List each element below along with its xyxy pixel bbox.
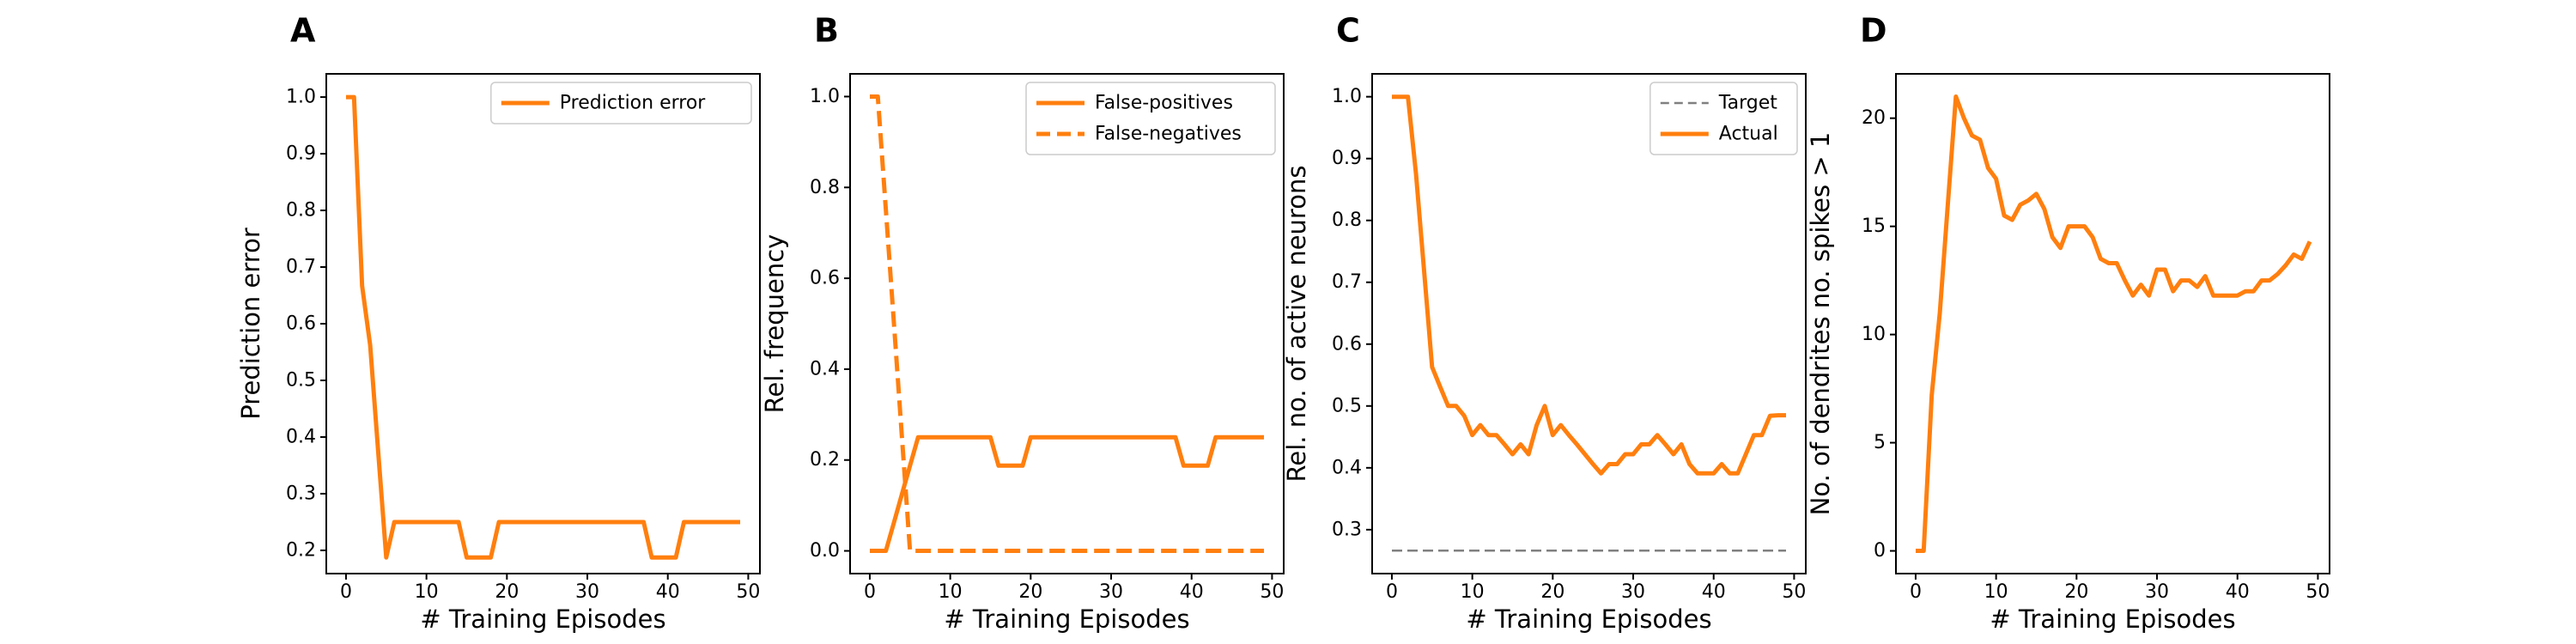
y-tick-label: 0.0 [810,540,840,562]
panel-letter: B [814,12,839,50]
x-tick-label: 0 [340,581,352,603]
panel-letter: C [1336,12,1360,50]
x-tick-label: 0 [1386,581,1398,603]
x-axis-label: # Training Episodes [1990,605,2235,634]
legend-box [490,82,752,125]
x-tick-label: 40 [1180,581,1204,603]
panel-a: A 0 10 20 30 40 50 0.2 0.3 0.4 0.5 0.6 0.7 0.8 0.9 1.0 #… [236,12,761,634]
series-line-prediction-error [346,94,740,560]
panel-c: C 0 10 20 30 40 50 0.3 0.4 0.5 0.6 0.7 0.8 0.9 1.0 # Tr… [1282,12,1807,634]
x-axis-label: # Training Episodes [944,605,1189,634]
x-tick-label: 20 [1540,581,1564,603]
x-tick-label: 20 [1018,581,1042,603]
x-tick-label: 20 [495,581,519,603]
x-tick-label: 50 [2306,581,2330,603]
x-tick-label: 30 [1099,581,1123,603]
x-axis-label: # Training Episodes [1466,605,1711,634]
legend: False-positives False-negatives [1025,82,1276,155]
y-tick-label: 0.7 [1332,271,1362,293]
x-tick-label: 10 [939,581,963,603]
x-tick-label: 50 [1260,581,1284,603]
x-tick-label: 40 [2226,581,2250,603]
x-tick-label: 30 [2145,581,2169,603]
x-tick-label: 10 [415,581,439,603]
x-tick-label: 50 [736,581,760,603]
y-tick-label: 0.9 [1332,148,1362,169]
legend-box [1649,82,1798,155]
legend-box [1025,82,1276,155]
x-tick-label: 20 [2064,581,2088,603]
series-line-false-negatives [870,94,1264,553]
y-tick-label: 0.3 [286,483,316,504]
legend-label: Prediction error [560,93,706,114]
y-tick-label: 0.4 [810,358,840,380]
panel-letter: A [290,12,316,50]
y-tick-label: 0.8 [286,200,316,222]
axes-frame [325,73,761,574]
legend: Target Actual [1649,82,1798,155]
y-axis-label: No. of dendrites no. spikes > 1 [1806,132,1835,516]
y-axis-label: Rel. no. of active neurons [1282,166,1311,483]
y-tick-label: 1.0 [810,86,840,107]
y-tick-label: 0.6 [1332,333,1362,355]
y-tick-label: 0.8 [1332,210,1362,231]
x-tick-label: 0 [864,581,876,603]
x-tick-label: 10 [1461,581,1485,603]
y-tick-label: 15 [1862,216,1886,237]
series-line-actual [1392,94,1786,476]
panel-b: B 0 10 20 30 40 50 0.0 0.2 0.4 0.6 0.8 1.0 # Training… [760,12,1285,634]
x-tick-label: 30 [1621,581,1645,603]
x-tick-label: 30 [575,581,599,603]
x-tick-label: 0 [1910,581,1922,603]
y-tick-label: 0.5 [1332,395,1362,416]
legend-label: False-positives [1095,93,1233,114]
x-tick-label: 50 [1782,581,1806,603]
series-line-series-0 [1916,94,2312,553]
y-tick-label: 0.2 [286,539,316,561]
legend-label: Target [1718,93,1777,114]
x-tick-label: 40 [1702,581,1726,603]
y-tick-label: 0.7 [286,257,316,278]
y-tick-label: 5 [1874,432,1886,453]
x-tick-label: 10 [1984,581,2008,603]
y-tick-label: 1.0 [1332,86,1362,107]
y-tick-label: 20 [1862,107,1886,129]
y-tick-label: 0.5 [286,369,316,391]
series-line-false-positives [870,434,1264,553]
axes-frame [1371,73,1807,574]
panel-letter: D [1860,12,1887,50]
y-tick-label: 0.9 [286,143,316,165]
axes-frame [1895,73,2330,574]
y-tick-label: 0.3 [1332,519,1362,540]
y-axis-label: Rel. frequency [760,234,789,414]
y-axis-label: Prediction error [236,228,265,420]
y-tick-label: 0.4 [1332,457,1362,478]
y-tick-label: 0.8 [810,177,840,198]
x-tick-label: 40 [656,581,680,603]
legend-label: Actual [1719,124,1778,145]
legend-label: False-negatives [1095,124,1242,145]
y-tick-label: 1.0 [286,87,316,108]
y-tick-label: 0.6 [810,268,840,289]
y-tick-label: 0.6 [286,313,316,335]
y-tick-label: 10 [1862,324,1886,345]
y-tick-label: 0.2 [810,449,840,471]
y-tick-label: 0 [1874,540,1886,562]
legend: Prediction error [490,82,752,125]
axes-frame [849,73,1285,574]
x-axis-label: # Training Episodes [420,605,665,634]
y-tick-label: 0.4 [286,426,316,447]
